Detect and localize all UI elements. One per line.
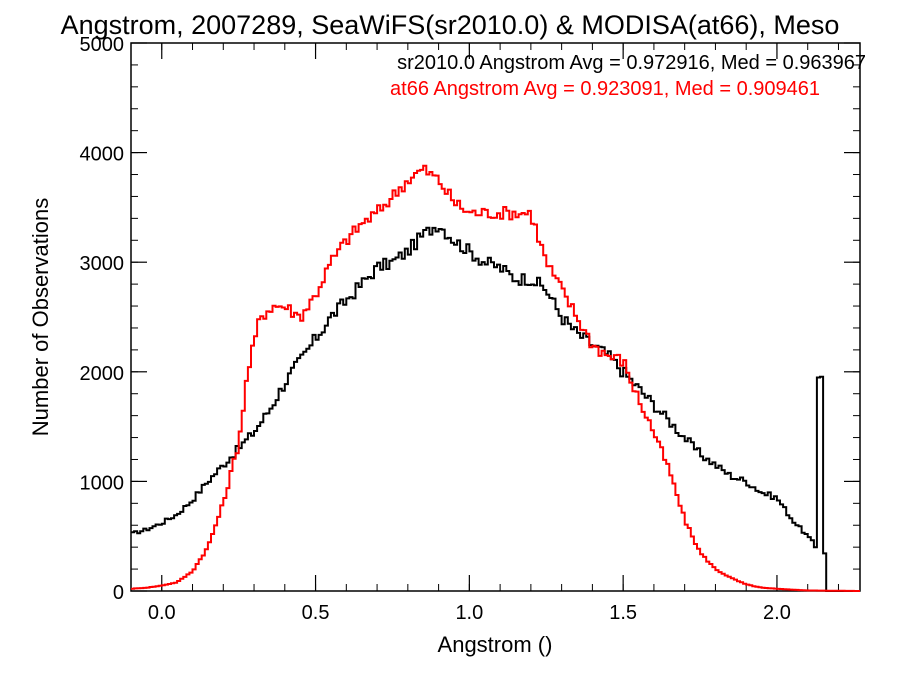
y-tick-label: 1000 (80, 472, 125, 494)
y-tick-label: 2000 (80, 363, 125, 385)
plot-frame (130, 42, 861, 592)
annotation-sr2010: sr2010.0 Angstrom Avg = 0.972916, Med = … (397, 52, 866, 74)
x-tick-label: 2.0 (763, 602, 791, 624)
series-line-0 (131, 226, 860, 592)
x-tick-label: 0.0 (148, 602, 176, 624)
x-tick-label: 0.5 (302, 602, 330, 624)
chart-title: Angstrom, 2007289, SeaWiFS(sr2010.0) & M… (61, 10, 840, 40)
y-axis-ticks (131, 42, 860, 592)
x-axis-label: Angstrom () (438, 632, 553, 657)
y-tick-label: 5000 (80, 34, 125, 56)
x-tick-label: 1.0 (455, 602, 483, 624)
y-tick-label: 4000 (80, 144, 125, 166)
annotation-at66: at66 Angstrom Avg = 0.923091, Med = 0.90… (390, 78, 820, 100)
y-tick-label: 3000 (80, 253, 125, 275)
series-layer (131, 164, 860, 592)
y-axis-label: Number of Observations (28, 198, 53, 436)
x-tick-label: 1.5 (609, 602, 637, 624)
series-line-1 (131, 164, 860, 592)
x-axis-tick-labels: 0.0 0.5 1.0 1.5 2.0 (148, 602, 791, 624)
y-tick-label: 0 (113, 582, 124, 604)
y-axis-tick-labels: 0 1000 2000 3000 4000 5000 (80, 34, 125, 604)
